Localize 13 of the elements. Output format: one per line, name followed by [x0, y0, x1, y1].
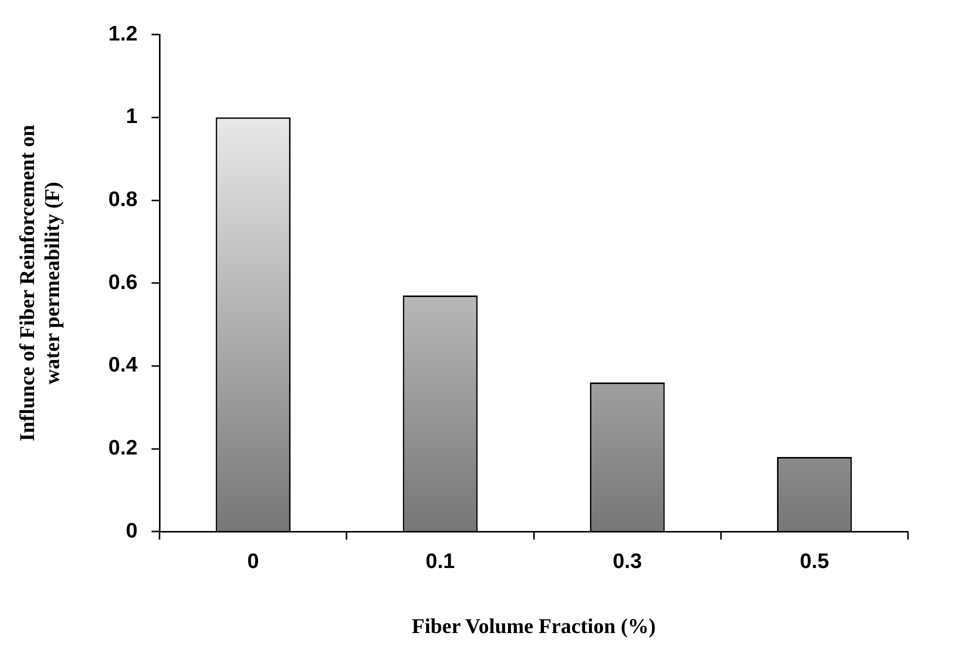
- y-axis-title: Influnce of Fiber Reinforcement on water permeability (F): [15, 124, 64, 442]
- x-axis-title: Fiber Volume Fraction (%): [412, 614, 656, 638]
- x-tick-label: 0.5: [800, 550, 830, 573]
- y-tick-label: 0.4: [108, 354, 138, 377]
- y-tick-label: 0: [126, 519, 138, 542]
- x-tick-label: 0: [247, 550, 259, 573]
- y-tick-label: 0.6: [108, 270, 138, 294]
- y-tick-label: 0.8: [108, 188, 138, 212]
- y-tick-label: 0.2: [108, 436, 138, 460]
- y-tick-label: 1.2: [108, 22, 138, 46]
- x-tick-label: 0.3: [612, 550, 642, 573]
- x-tick-label: 0.1: [426, 550, 456, 573]
- y-tick-label: 1: [126, 105, 138, 128]
